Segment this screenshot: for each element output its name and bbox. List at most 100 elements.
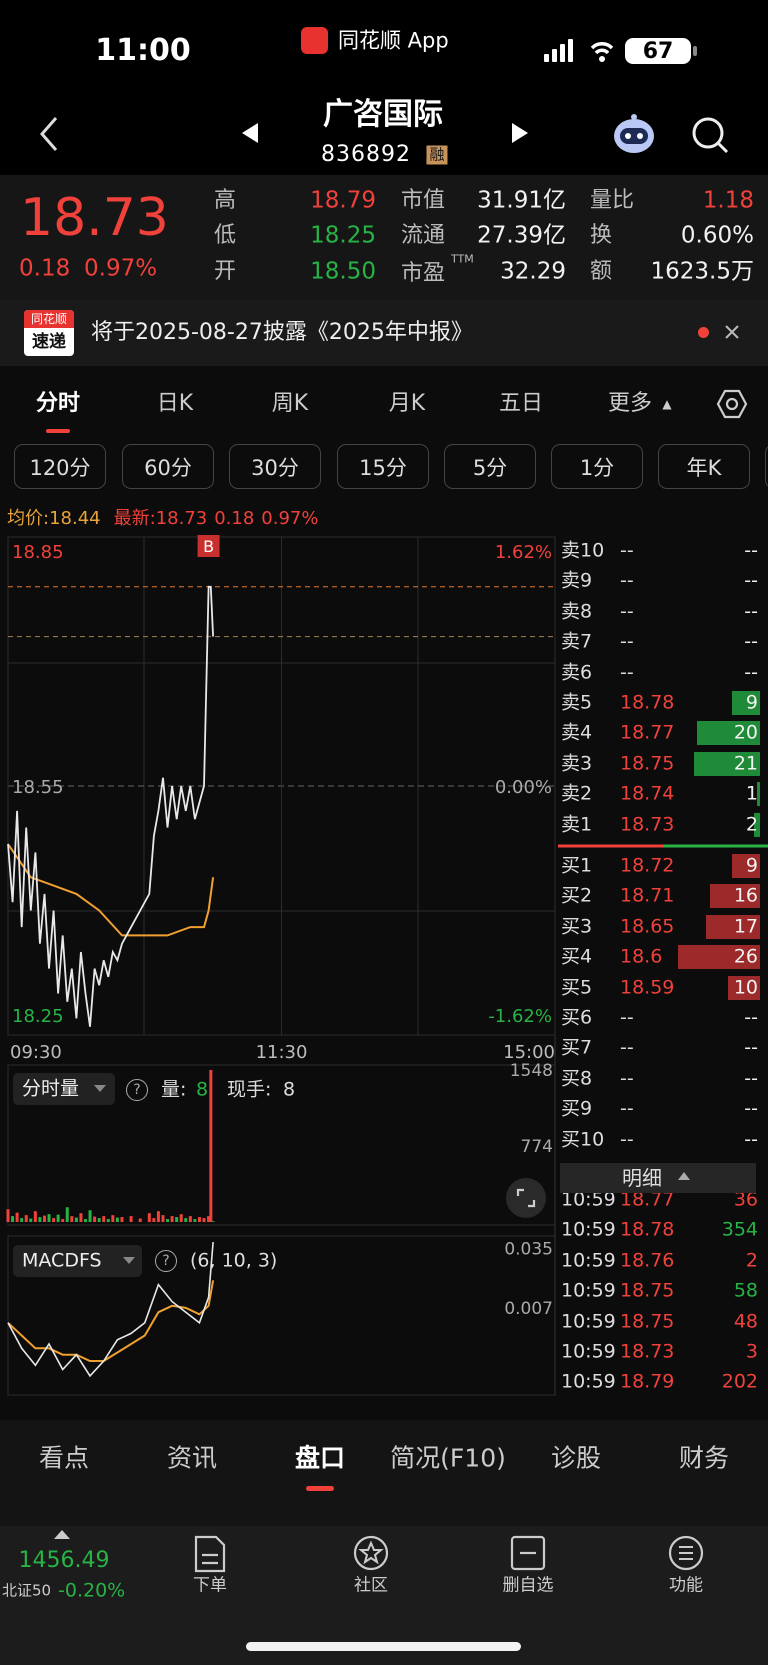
help-icon[interactable]: ? [126, 1079, 148, 1101]
next-stock[interactable] [508, 121, 532, 145]
book-volume: 21 [733, 752, 758, 775]
book-price: 18.71 [620, 884, 675, 907]
period-button[interactable]: 年K [658, 444, 750, 489]
book-bar [728, 975, 760, 1000]
tab[interactable]: 月K [388, 391, 426, 416]
book-price: 18.6 [620, 945, 663, 968]
footer-item[interactable]: 下单 [193, 1575, 227, 1596]
book-volume: 20 [733, 721, 758, 744]
price-change: 0.18 [19, 255, 71, 282]
y-tick-label: 18.25 [12, 1006, 64, 1027]
index-name: 北证50 [2, 1581, 52, 1600]
bottom-tab[interactable]: 资讯 [166, 1443, 218, 1473]
bottom-tab[interactable]: 简况(F10) [390, 1443, 506, 1473]
notice-close[interactable] [723, 323, 741, 341]
volume-bar [138, 1218, 142, 1222]
book-label: 卖9 [561, 569, 593, 592]
bottom-tab[interactable]: 财务 [678, 1443, 730, 1473]
book-volume: -- [744, 661, 758, 684]
hand-value: 8 [283, 1078, 296, 1101]
tab[interactable]: 周K [271, 391, 309, 416]
period-button[interactable]: 30分 [229, 444, 321, 489]
tab[interactable]: 日K [156, 391, 194, 416]
order-icon[interactable] [192, 1535, 228, 1573]
bottom-tab[interactable]: 盘口 [294, 1443, 346, 1473]
settings-button[interactable] [716, 388, 748, 420]
avg-value: 18.44 [49, 508, 101, 529]
book-price: 18.74 [620, 782, 675, 805]
trade-price: 18.79 [620, 1370, 675, 1393]
period-button[interactable]: 5分 [444, 444, 536, 489]
bottom-tabs-bg [0, 1420, 768, 1526]
bottom-tab[interactable]: 诊股 [550, 1443, 602, 1473]
footer-item[interactable]: 功能 [669, 1575, 703, 1596]
last-pct: 0.97% [261, 508, 319, 529]
book-price: 18.77 [620, 721, 675, 744]
volume-bar [97, 1218, 101, 1222]
book-price: 18.59 [620, 976, 675, 999]
bottom-tab[interactable]: 看点 [38, 1443, 90, 1473]
field-label: 低 [214, 223, 237, 248]
trade-time: 10:59 [561, 1249, 616, 1272]
dropdown-caret [94, 1085, 106, 1092]
pct-tick-label: 0.00% [495, 777, 552, 798]
macd-params: (6, 10, 3) [190, 1249, 278, 1272]
book-label: 卖7 [561, 630, 593, 653]
book-label: 卖1 [561, 813, 593, 836]
prev-stock[interactable] [238, 121, 262, 145]
trade-volume: 2 [745, 1249, 758, 1272]
function-icon[interactable] [668, 1535, 704, 1571]
period-button[interactable]: 1分 [551, 444, 643, 489]
back-button[interactable] [34, 114, 64, 154]
logo-bottom: 速递 [32, 332, 66, 352]
info-line: 均价: 18.44 最新: 18.73 0.18 0.97% [7, 510, 318, 528]
community-icon[interactable] [352, 1534, 390, 1572]
expand-button[interactable] [505, 1177, 547, 1219]
book-bar [678, 945, 760, 970]
macd-dea [7, 1280, 215, 1362]
trades-header[interactable] [560, 1163, 756, 1193]
x-tick-label: 11:30 [256, 1042, 308, 1063]
volume-bar [111, 1215, 115, 1222]
search-button[interactable] [690, 115, 730, 155]
field-value: 27.39亿 [477, 222, 566, 249]
footer-item[interactable]: 删自选 [502, 1575, 554, 1596]
book-volume: 17 [733, 915, 758, 938]
period-button[interactable]: 60分 [122, 444, 214, 489]
field-label: 市盈 [401, 261, 446, 286]
volume-bar [15, 1212, 19, 1222]
macd-selector-text: MACDFS [22, 1249, 102, 1272]
help-icon[interactable]: ? [155, 1250, 177, 1272]
book-bar [753, 812, 760, 837]
qty-label: 量: [161, 1078, 187, 1101]
remove-watch-icon[interactable] [510, 1535, 546, 1571]
period-button[interactable]: 120分 [14, 444, 106, 489]
quote-panel [0, 175, 768, 300]
trade-volume: 48 [733, 1310, 758, 1333]
volume-bar [193, 1219, 197, 1222]
book-label: 买5 [561, 976, 593, 999]
tab[interactable]: 更多 [607, 391, 653, 416]
tab[interactable]: 分时 [35, 391, 81, 416]
volume-bar [152, 1218, 156, 1222]
volume-bar [20, 1218, 24, 1222]
price-change-pct: 0.97% [84, 255, 158, 282]
last-label: 最新: [113, 508, 156, 529]
volume-bar [202, 1218, 206, 1222]
assistant-button[interactable] [610, 112, 658, 156]
footer-item[interactable]: 社区 [354, 1575, 388, 1596]
notice-dot [698, 327, 709, 338]
period-button[interactable]: 15分 [337, 444, 429, 489]
book-label: 买4 [561, 945, 593, 968]
macd-selector[interactable] [13, 1245, 142, 1277]
notice-bar[interactable] [0, 300, 768, 366]
last-change: 0.18 [214, 508, 255, 529]
clock: 11:00 [95, 33, 191, 68]
book-volume: -- [744, 1006, 758, 1029]
trade-time: 10:59 [561, 1193, 616, 1211]
volume-bar [29, 1218, 33, 1222]
tab[interactable]: 五日 [498, 391, 544, 416]
index-caret [54, 1530, 70, 1539]
tab-underline [46, 429, 70, 433]
volume-bar [70, 1216, 74, 1222]
